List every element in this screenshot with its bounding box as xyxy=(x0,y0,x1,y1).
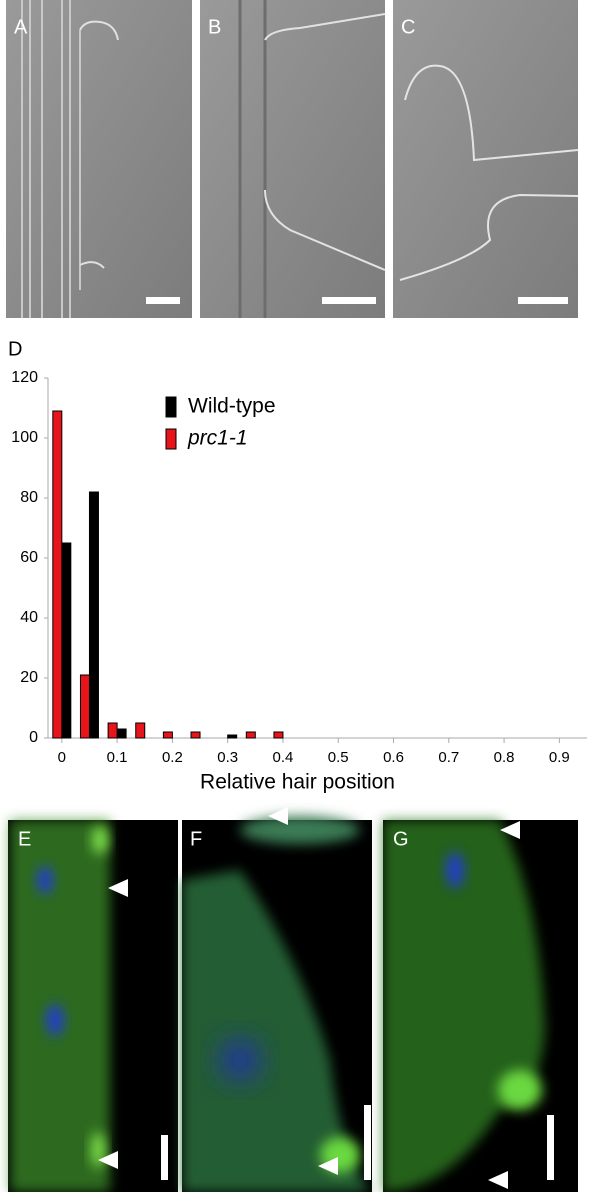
bar xyxy=(273,731,284,739)
panel-label: C xyxy=(401,16,415,38)
x-tick-label: 0.4 xyxy=(273,749,294,766)
y-tick-label: 60 xyxy=(20,549,38,566)
panel-label: F xyxy=(190,828,202,850)
panel-c xyxy=(393,0,579,318)
legend-label: prc1-1 xyxy=(187,427,248,450)
bar xyxy=(190,731,201,739)
panel-a xyxy=(6,0,192,318)
x-tick-label: 0 xyxy=(58,749,66,766)
y-tick-label: 100 xyxy=(11,429,38,446)
legend-label: Wild-type xyxy=(188,395,276,418)
x-tick-label: 0.7 xyxy=(438,749,459,766)
panel-label: A xyxy=(14,16,28,38)
x-tick-label: 0.2 xyxy=(162,749,183,766)
panel-label: E xyxy=(18,828,31,850)
bar xyxy=(88,491,99,739)
legend-swatch xyxy=(165,396,177,418)
bar xyxy=(162,731,173,739)
bar xyxy=(227,734,238,739)
panel-g xyxy=(383,820,578,1192)
bar xyxy=(107,722,118,739)
x-tick-label: 0.6 xyxy=(383,749,404,766)
x-tick-label: 0.5 xyxy=(328,749,349,766)
bar xyxy=(116,728,127,739)
x-axis-label: Relative hair position xyxy=(200,771,395,794)
x-tick-label: 0.1 xyxy=(107,749,128,766)
x-tick-label: 0.8 xyxy=(494,749,515,766)
y-tick-label: 20 xyxy=(20,669,38,686)
panel-label: D xyxy=(8,338,22,360)
x-tick-label: 0.3 xyxy=(217,749,238,766)
y-tick-label: 40 xyxy=(20,609,38,626)
bar xyxy=(61,542,72,739)
panel-label: B xyxy=(208,16,221,38)
bar xyxy=(135,722,146,739)
panel-b xyxy=(200,0,386,318)
legend-swatch xyxy=(165,428,177,450)
bar xyxy=(79,674,90,739)
panel-f xyxy=(182,807,372,1192)
panel-e xyxy=(8,820,178,1192)
y-tick-label: 80 xyxy=(20,489,38,506)
bar xyxy=(52,410,63,739)
y-tick-label: 0 xyxy=(29,729,38,746)
bar xyxy=(245,731,256,739)
y-tick-label: 120 xyxy=(11,369,38,386)
x-tick-label: 0.9 xyxy=(549,749,570,766)
panel-label: G xyxy=(393,828,409,850)
